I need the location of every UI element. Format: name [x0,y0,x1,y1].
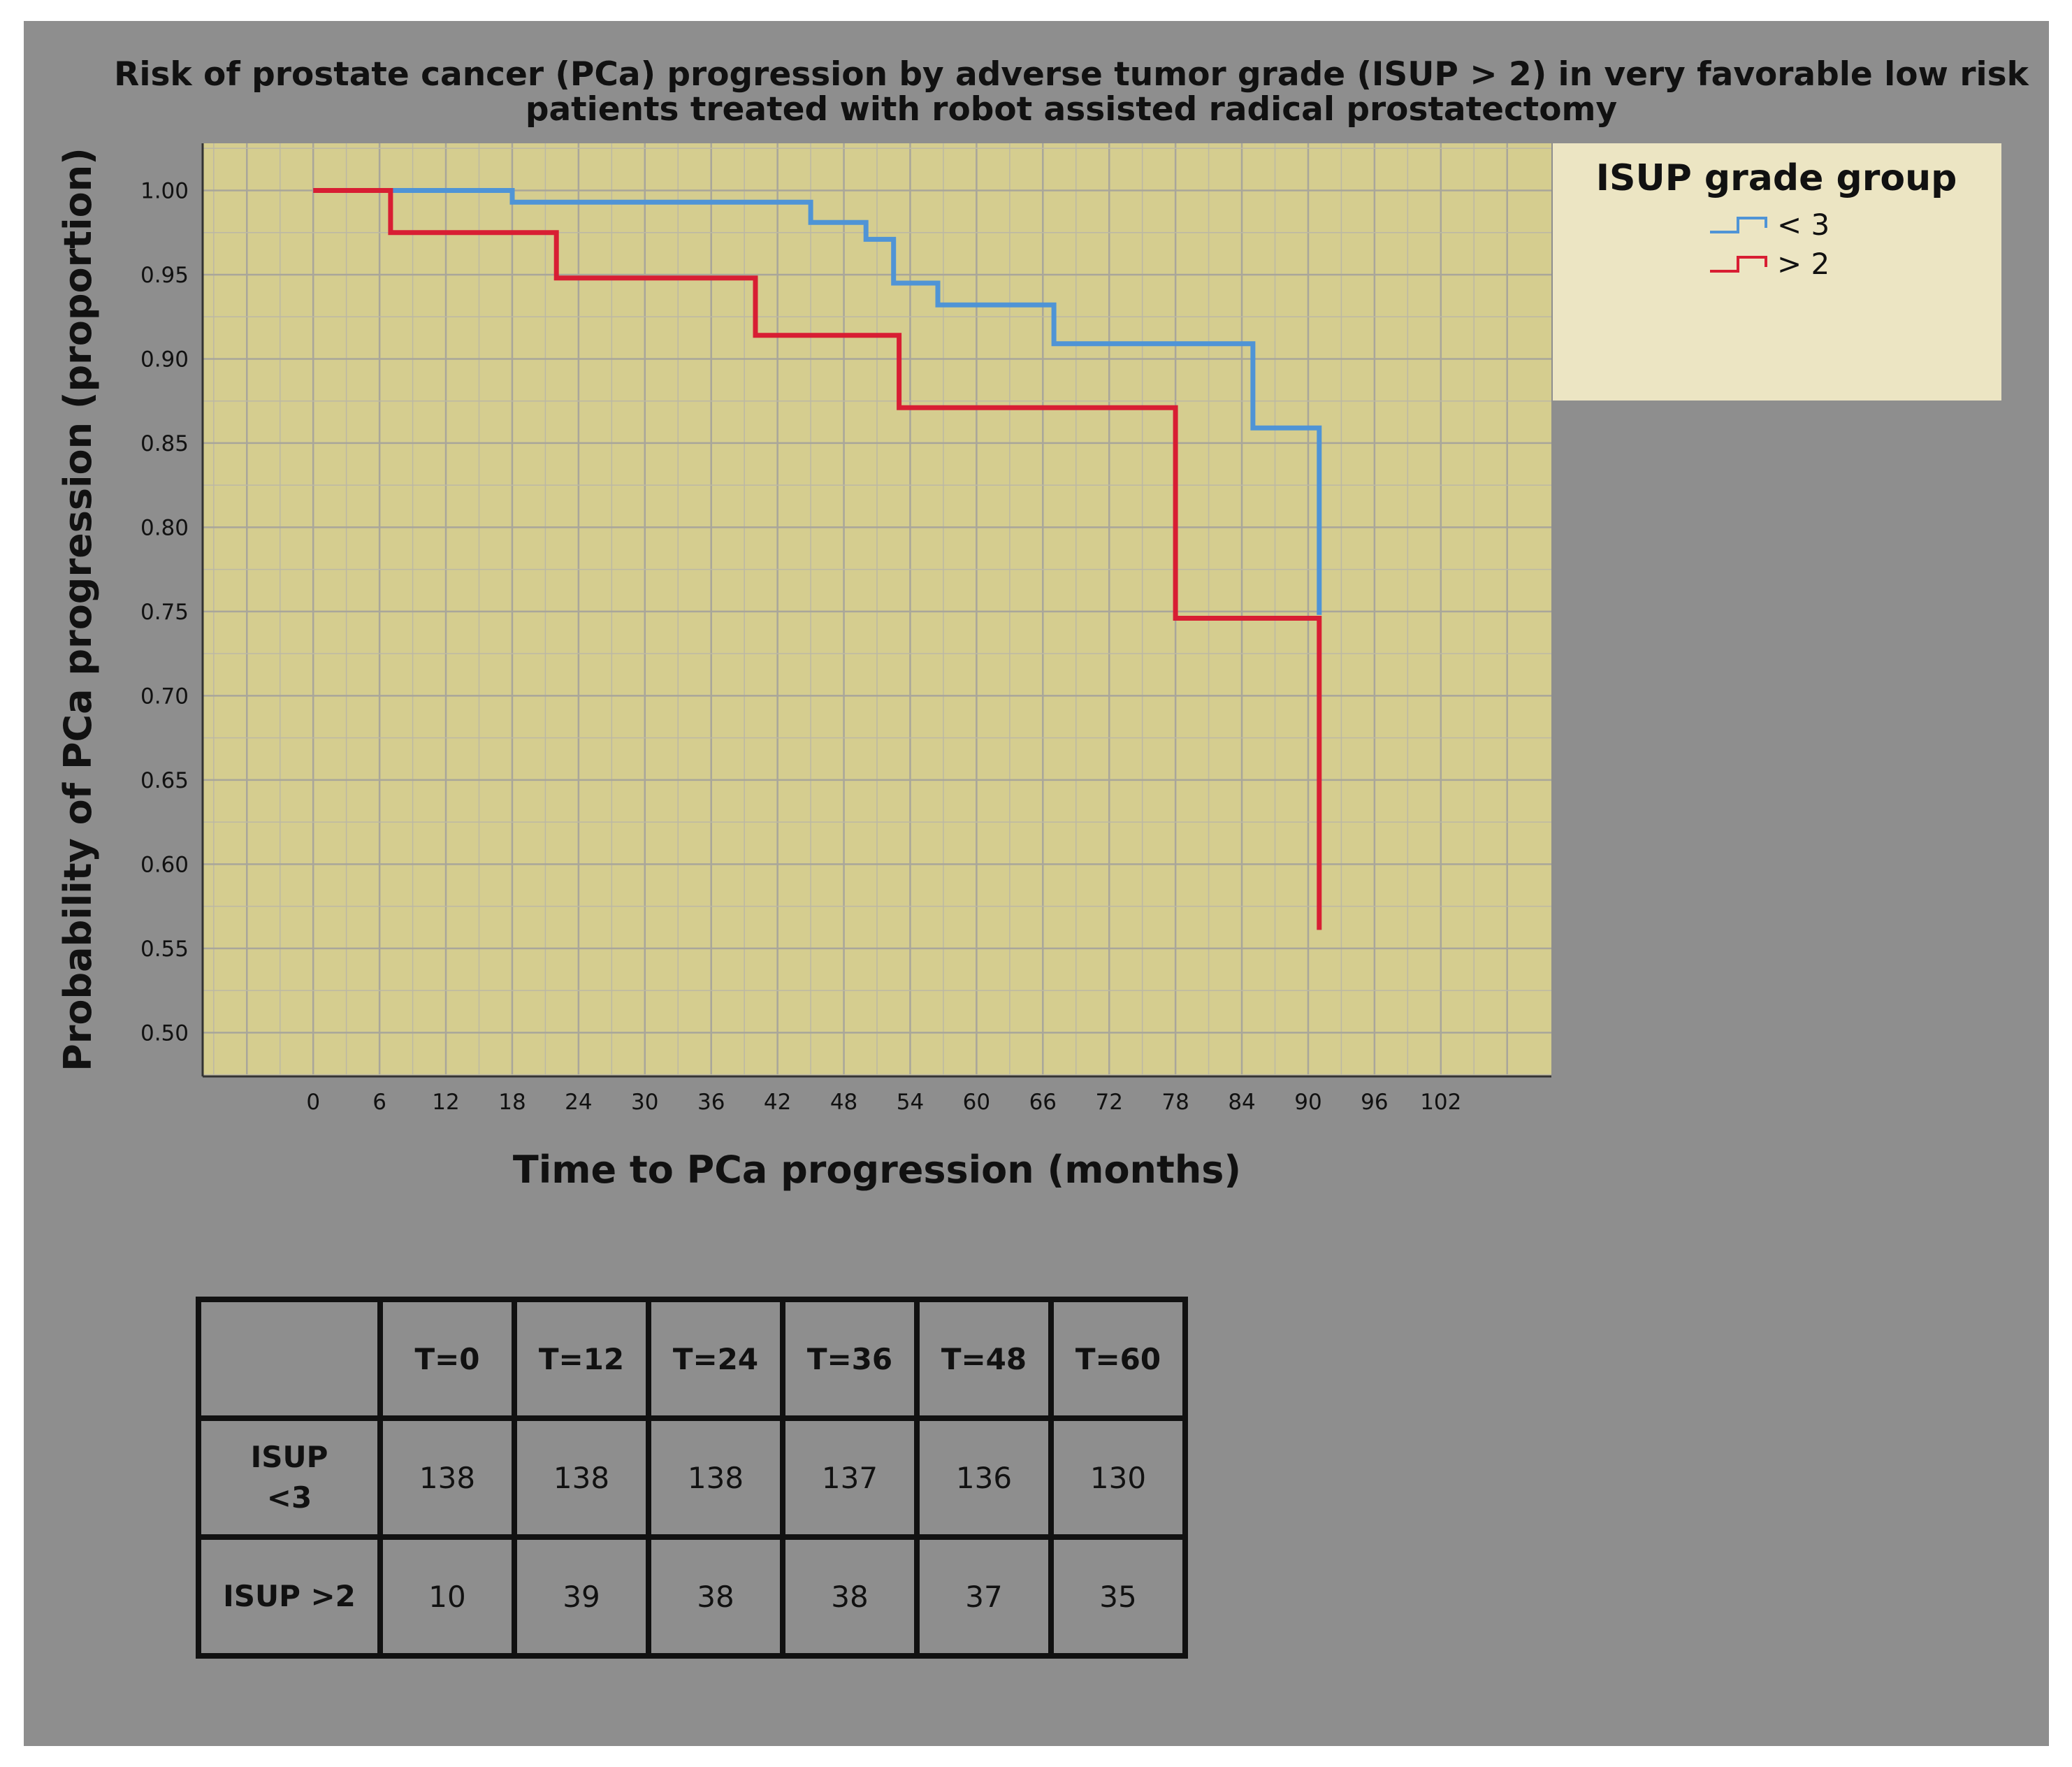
x-tick-label: 84 [1228,1090,1255,1115]
x-tick-label: 42 [764,1090,791,1115]
y-tick-label: 0.80 [140,515,189,540]
legend-swatch [1710,217,1767,233]
x-tick-label: 72 [1095,1090,1122,1115]
x-tick-label: 78 [1161,1090,1189,1115]
chart-title: Risk of prostate cancer (PCa) progressio… [114,55,2029,94]
km-chart: Risk of prostate cancer (PCa) progressio… [56,55,2030,1192]
risk-table-cell: 35 [1048,1534,1188,1659]
legend: ISUP grade group < 3> 2 [1553,143,2001,401]
x-tick-label: 0 [306,1090,320,1115]
risk-table-header: T=60 [1048,1297,1188,1421]
risk-table-cell: 138 [377,1415,517,1540]
legend-label: < 3 [1777,208,1830,242]
series-line-isup-lt-3 [313,188,1322,615]
gridlines [203,143,1551,1076]
risk-table-row-label: ISUP >2 [196,1534,383,1659]
legend-label: > 2 [1777,247,1830,281]
x-tick-label: 102 [1420,1090,1461,1115]
x-tick-label: 48 [830,1090,857,1115]
legend-title: ISUP grade group [1596,157,1957,199]
y-axis-title: Probability of PCa progression (proporti… [56,147,100,1072]
x-tick-label: 30 [631,1090,658,1115]
chart-subtitle: patients treated with robot assisted rad… [526,90,1617,129]
risk-table-cell: 10 [377,1534,517,1659]
risk-table-cell: 38 [646,1534,785,1659]
risk-table-corner-cell [196,1297,383,1421]
legend-entries: < 3> 2 [1710,208,1830,281]
risk-table-header: T=48 [914,1297,1054,1421]
legend-box [1553,143,2001,401]
risk-table-cell: 138 [512,1415,651,1540]
x-tick-label: 60 [963,1090,990,1115]
x-tick-label: 90 [1294,1090,1321,1115]
y-tick-label: 0.90 [140,347,189,372]
risk-table-row: ISUP >2 10 39 38 38 37 35 [196,1534,1188,1659]
risk-table-header: T=0 [377,1297,517,1421]
x-tick-label: 96 [1361,1090,1388,1115]
x-tick-label: 54 [897,1090,924,1115]
row-label-line1: ISUP >2 [223,1579,356,1613]
y-tick-label: 0.85 [140,431,189,456]
risk-table-cell: 137 [780,1415,920,1540]
series-layer [313,188,1322,930]
risk-table-cell: 136 [914,1415,1054,1540]
y-tick-label: 0.55 [140,937,189,962]
x-tick-label: 24 [565,1090,592,1115]
risk-table-cell: 138 [646,1415,785,1540]
risk-table-header-row: T=0 T=12 T=24 T=36 T=48 T=60 [196,1297,1188,1421]
y-tick-label: 0.50 [140,1020,189,1046]
risk-table-header: T=24 [646,1297,785,1421]
x-axis-title: Time to PCa progression (months) [513,1148,1241,1192]
x-tick-label: 6 [372,1090,386,1115]
x-tick-label: 12 [432,1090,459,1115]
risk-table-cell: 37 [914,1534,1054,1659]
x-tick-label: 66 [1029,1090,1057,1115]
row-label-line2: <3 [266,1480,312,1515]
risk-table-row-label: ISUP <3 [196,1415,383,1540]
row-label-line1: ISUP [250,1440,328,1474]
y-tick-labels: 1.00 0.95 0.90 0.85 0.80 0.75 0.70 0.65 0.60 0.55… [140,178,189,1046]
risk-table-cell: 38 [780,1534,920,1659]
risk-table-header: T=12 [512,1297,651,1421]
x-tick-label: 36 [697,1090,725,1115]
number-at-risk-table: T=0 T=12 T=24 T=36 T=48 T=60 ISUP <3 138… [196,1297,1188,1659]
series-line-isup-gt-2 [313,188,1322,930]
x-tick-label: 18 [498,1090,526,1115]
risk-table-row: ISUP <3 138 138 138 137 136 130 [196,1415,1188,1540]
y-tick-label: 0.95 [140,263,189,288]
y-tick-label: 1.00 [140,178,189,203]
y-tick-label: 0.60 [140,852,189,877]
y-tick-label: 0.70 [140,684,189,709]
y-tick-label: 0.75 [140,600,189,625]
risk-table-header: T=36 [780,1297,920,1421]
y-tick-label: 0.65 [140,768,189,793]
risk-table-cell: 39 [512,1534,651,1659]
x-tick-labels: 0 6 12 18 24 30 36 42 48 54 60 66 72 78 84 90 96 102 [306,1090,1461,1115]
risk-table-cell: 130 [1048,1415,1188,1540]
legend-swatch [1710,256,1767,273]
